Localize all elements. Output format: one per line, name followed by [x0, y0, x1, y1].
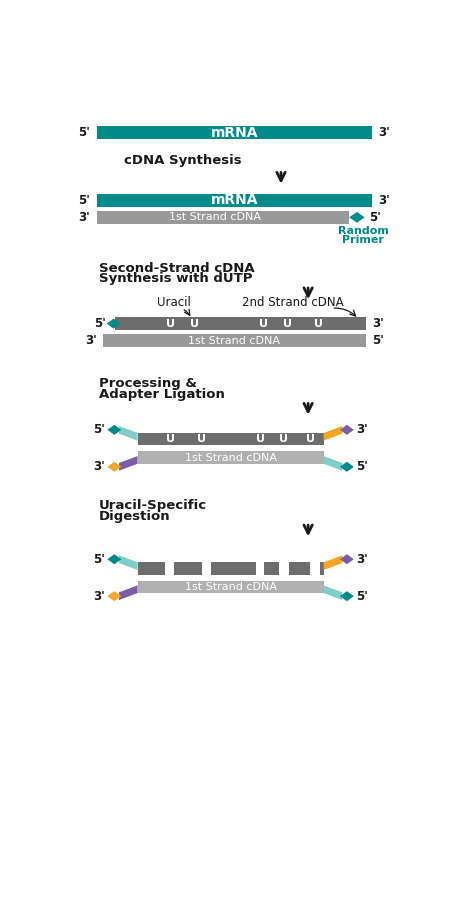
- Text: Random: Random: [338, 226, 389, 236]
- Polygon shape: [119, 585, 138, 600]
- Text: 5': 5': [78, 126, 90, 140]
- Text: mRNA: mRNA: [211, 194, 258, 207]
- Text: cDNA Synthesis: cDNA Synthesis: [125, 154, 242, 166]
- Bar: [138, 562, 165, 574]
- Text: 5': 5': [93, 423, 105, 436]
- Bar: [289, 562, 310, 574]
- Text: 5': 5': [369, 211, 381, 224]
- Bar: [97, 194, 373, 207]
- Text: 1st Strand cDNA: 1st Strand cDNA: [184, 453, 277, 463]
- Text: 3': 3': [93, 460, 105, 473]
- Polygon shape: [108, 462, 122, 472]
- Bar: [320, 562, 324, 574]
- Bar: [97, 127, 373, 139]
- Bar: [138, 452, 324, 464]
- Text: U: U: [283, 319, 292, 328]
- Text: U: U: [166, 434, 176, 444]
- Bar: [264, 562, 279, 574]
- Polygon shape: [119, 555, 138, 570]
- Text: 3': 3': [356, 423, 368, 436]
- Text: 5': 5': [356, 460, 368, 473]
- Bar: [97, 212, 349, 223]
- Text: U: U: [198, 434, 207, 444]
- Bar: [115, 318, 366, 329]
- Bar: [211, 562, 256, 574]
- Polygon shape: [340, 591, 354, 601]
- Polygon shape: [349, 212, 364, 222]
- Polygon shape: [340, 554, 354, 564]
- Polygon shape: [119, 456, 138, 471]
- Text: 1st Strand cDNA: 1st Strand cDNA: [169, 212, 261, 222]
- Polygon shape: [324, 585, 342, 600]
- Polygon shape: [108, 591, 122, 601]
- Text: 3': 3': [373, 317, 384, 330]
- Text: 5': 5': [356, 590, 368, 603]
- Text: 3': 3': [378, 194, 391, 207]
- Text: 1st Strand cDNA: 1st Strand cDNA: [184, 582, 277, 592]
- Text: U: U: [260, 319, 269, 328]
- Text: Uracil-Specific: Uracil-Specific: [99, 499, 207, 512]
- Text: U: U: [279, 434, 288, 444]
- Text: 5': 5': [94, 317, 106, 330]
- Text: Primer: Primer: [342, 236, 384, 246]
- Text: 3': 3': [356, 553, 368, 566]
- Polygon shape: [340, 425, 354, 435]
- Text: 5': 5': [373, 334, 384, 347]
- Bar: [138, 580, 324, 593]
- Polygon shape: [107, 319, 121, 328]
- Text: U: U: [166, 319, 176, 328]
- Text: 2nd Strand cDNA: 2nd Strand cDNA: [242, 295, 343, 309]
- Text: 3': 3': [378, 126, 391, 140]
- Polygon shape: [324, 555, 342, 570]
- Text: 3': 3': [79, 211, 90, 224]
- Text: Uracil: Uracil: [157, 295, 191, 309]
- Polygon shape: [108, 425, 122, 435]
- Text: Second-Strand cDNA: Second-Strand cDNA: [99, 262, 255, 274]
- Text: Adapter Ligation: Adapter Ligation: [99, 388, 225, 400]
- Bar: [138, 433, 324, 446]
- Polygon shape: [119, 426, 138, 441]
- Text: mRNA: mRNA: [211, 126, 258, 140]
- Polygon shape: [324, 426, 342, 441]
- Text: U: U: [190, 319, 199, 328]
- Text: U: U: [256, 434, 265, 444]
- Text: 1st Strand cDNA: 1st Strand cDNA: [189, 336, 280, 346]
- Text: U: U: [314, 319, 323, 328]
- Bar: [103, 335, 366, 346]
- Text: U: U: [306, 434, 315, 444]
- Polygon shape: [108, 554, 122, 564]
- Bar: [174, 562, 202, 574]
- Text: 3': 3': [93, 590, 105, 603]
- Polygon shape: [340, 462, 354, 472]
- Text: Processing &: Processing &: [99, 377, 197, 391]
- Text: Digestion: Digestion: [99, 509, 171, 523]
- Text: 5': 5': [93, 553, 105, 566]
- Text: Synthesis with dUTP: Synthesis with dUTP: [99, 273, 252, 285]
- Text: 5': 5': [78, 194, 90, 207]
- Polygon shape: [324, 456, 342, 471]
- Text: 3': 3': [85, 334, 97, 347]
